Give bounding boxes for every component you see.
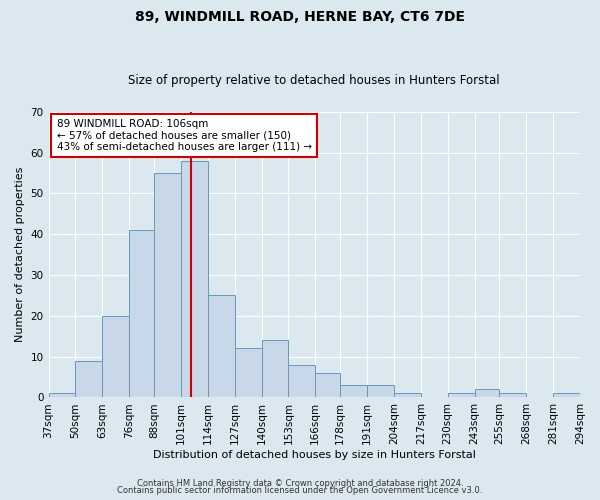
Bar bbox=[316, 373, 340, 398]
Bar bbox=[181, 161, 208, 398]
Text: 89 WINDMILL ROAD: 106sqm
← 57% of detached houses are smaller (150)
43% of semi-: 89 WINDMILL ROAD: 106sqm ← 57% of detach… bbox=[56, 119, 311, 152]
Bar bbox=[76, 360, 103, 398]
Bar bbox=[49, 394, 76, 398]
Bar bbox=[262, 340, 289, 398]
Bar bbox=[448, 394, 475, 398]
Text: 89, WINDMILL ROAD, HERNE BAY, CT6 7DE: 89, WINDMILL ROAD, HERNE BAY, CT6 7DE bbox=[135, 10, 465, 24]
X-axis label: Distribution of detached houses by size in Hunters Forstal: Distribution of detached houses by size … bbox=[153, 450, 476, 460]
Title: Size of property relative to detached houses in Hunters Forstal: Size of property relative to detached ho… bbox=[128, 74, 500, 87]
Bar bbox=[129, 230, 154, 398]
Bar bbox=[340, 385, 367, 398]
Bar bbox=[103, 316, 129, 398]
Bar bbox=[235, 348, 262, 398]
Bar bbox=[289, 365, 316, 398]
Bar bbox=[154, 173, 181, 398]
Bar bbox=[499, 394, 526, 398]
Y-axis label: Number of detached properties: Number of detached properties bbox=[15, 167, 25, 342]
Text: Contains HM Land Registry data © Crown copyright and database right 2024.: Contains HM Land Registry data © Crown c… bbox=[137, 478, 463, 488]
Bar bbox=[367, 385, 394, 398]
Bar bbox=[553, 394, 580, 398]
Bar bbox=[394, 394, 421, 398]
Text: Contains public sector information licensed under the Open Government Licence v3: Contains public sector information licen… bbox=[118, 486, 482, 495]
Bar bbox=[208, 296, 235, 398]
Bar bbox=[475, 390, 499, 398]
